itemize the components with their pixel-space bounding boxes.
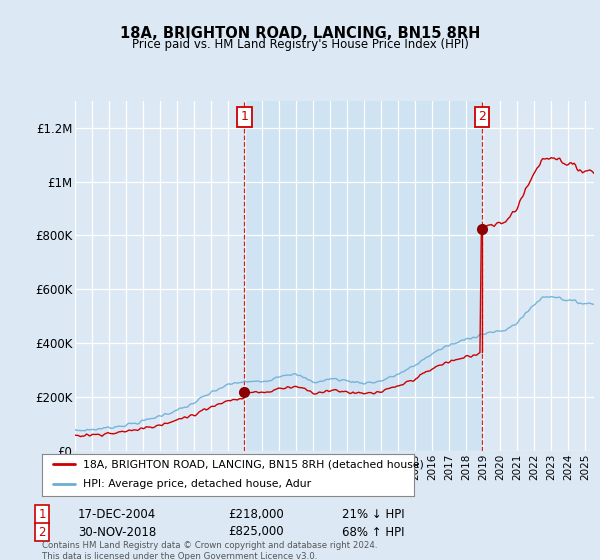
Text: 30-NOV-2018: 30-NOV-2018 — [78, 525, 156, 539]
Text: 1: 1 — [38, 507, 46, 521]
Text: 2: 2 — [38, 525, 46, 539]
Text: 17-DEC-2004: 17-DEC-2004 — [78, 507, 156, 521]
Text: 68% ↑ HPI: 68% ↑ HPI — [342, 525, 404, 539]
Text: 18A, BRIGHTON ROAD, LANCING, BN15 8RH (detached house): 18A, BRIGHTON ROAD, LANCING, BN15 8RH (d… — [83, 459, 424, 469]
Text: £825,000: £825,000 — [228, 525, 284, 539]
Text: HPI: Average price, detached house, Adur: HPI: Average price, detached house, Adur — [83, 479, 311, 489]
Text: Contains HM Land Registry data © Crown copyright and database right 2024.
This d: Contains HM Land Registry data © Crown c… — [42, 540, 377, 560]
Text: 1: 1 — [241, 110, 248, 123]
Text: 2: 2 — [478, 110, 486, 123]
Text: Price paid vs. HM Land Registry's House Price Index (HPI): Price paid vs. HM Land Registry's House … — [131, 38, 469, 52]
Text: £218,000: £218,000 — [228, 507, 284, 521]
Text: 18A, BRIGHTON ROAD, LANCING, BN15 8RH: 18A, BRIGHTON ROAD, LANCING, BN15 8RH — [120, 26, 480, 41]
Bar — [244, 101, 482, 451]
Text: 21% ↓ HPI: 21% ↓ HPI — [342, 507, 404, 521]
